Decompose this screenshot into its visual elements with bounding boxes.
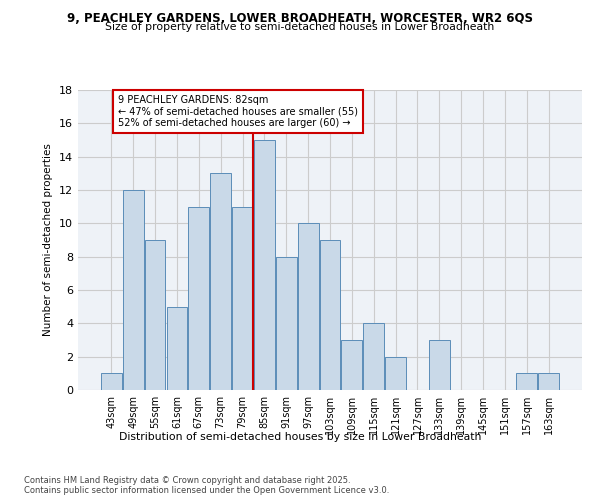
Bar: [538, 374, 559, 390]
Text: Distribution of semi-detached houses by size in Lower Broadheath: Distribution of semi-detached houses by …: [119, 432, 481, 442]
Bar: [364, 324, 384, 390]
Bar: [341, 340, 362, 390]
Bar: [210, 174, 231, 390]
Bar: [429, 340, 450, 390]
Bar: [145, 240, 166, 390]
Bar: [101, 374, 122, 390]
Text: 9, PEACHLEY GARDENS, LOWER BROADHEATH, WORCESTER, WR2 6QS: 9, PEACHLEY GARDENS, LOWER BROADHEATH, W…: [67, 12, 533, 26]
Text: 9 PEACHLEY GARDENS: 82sqm
← 47% of semi-detached houses are smaller (55)
52% of : 9 PEACHLEY GARDENS: 82sqm ← 47% of semi-…: [118, 95, 358, 128]
Bar: [254, 140, 275, 390]
Bar: [517, 374, 537, 390]
Bar: [320, 240, 340, 390]
Bar: [298, 224, 319, 390]
Bar: [188, 206, 209, 390]
Bar: [385, 356, 406, 390]
Text: Contains HM Land Registry data © Crown copyright and database right 2025.
Contai: Contains HM Land Registry data © Crown c…: [24, 476, 389, 495]
Text: Size of property relative to semi-detached houses in Lower Broadheath: Size of property relative to semi-detach…: [106, 22, 494, 32]
Bar: [167, 306, 187, 390]
Bar: [232, 206, 253, 390]
Bar: [276, 256, 296, 390]
Bar: [123, 190, 143, 390]
Y-axis label: Number of semi-detached properties: Number of semi-detached properties: [43, 144, 53, 336]
